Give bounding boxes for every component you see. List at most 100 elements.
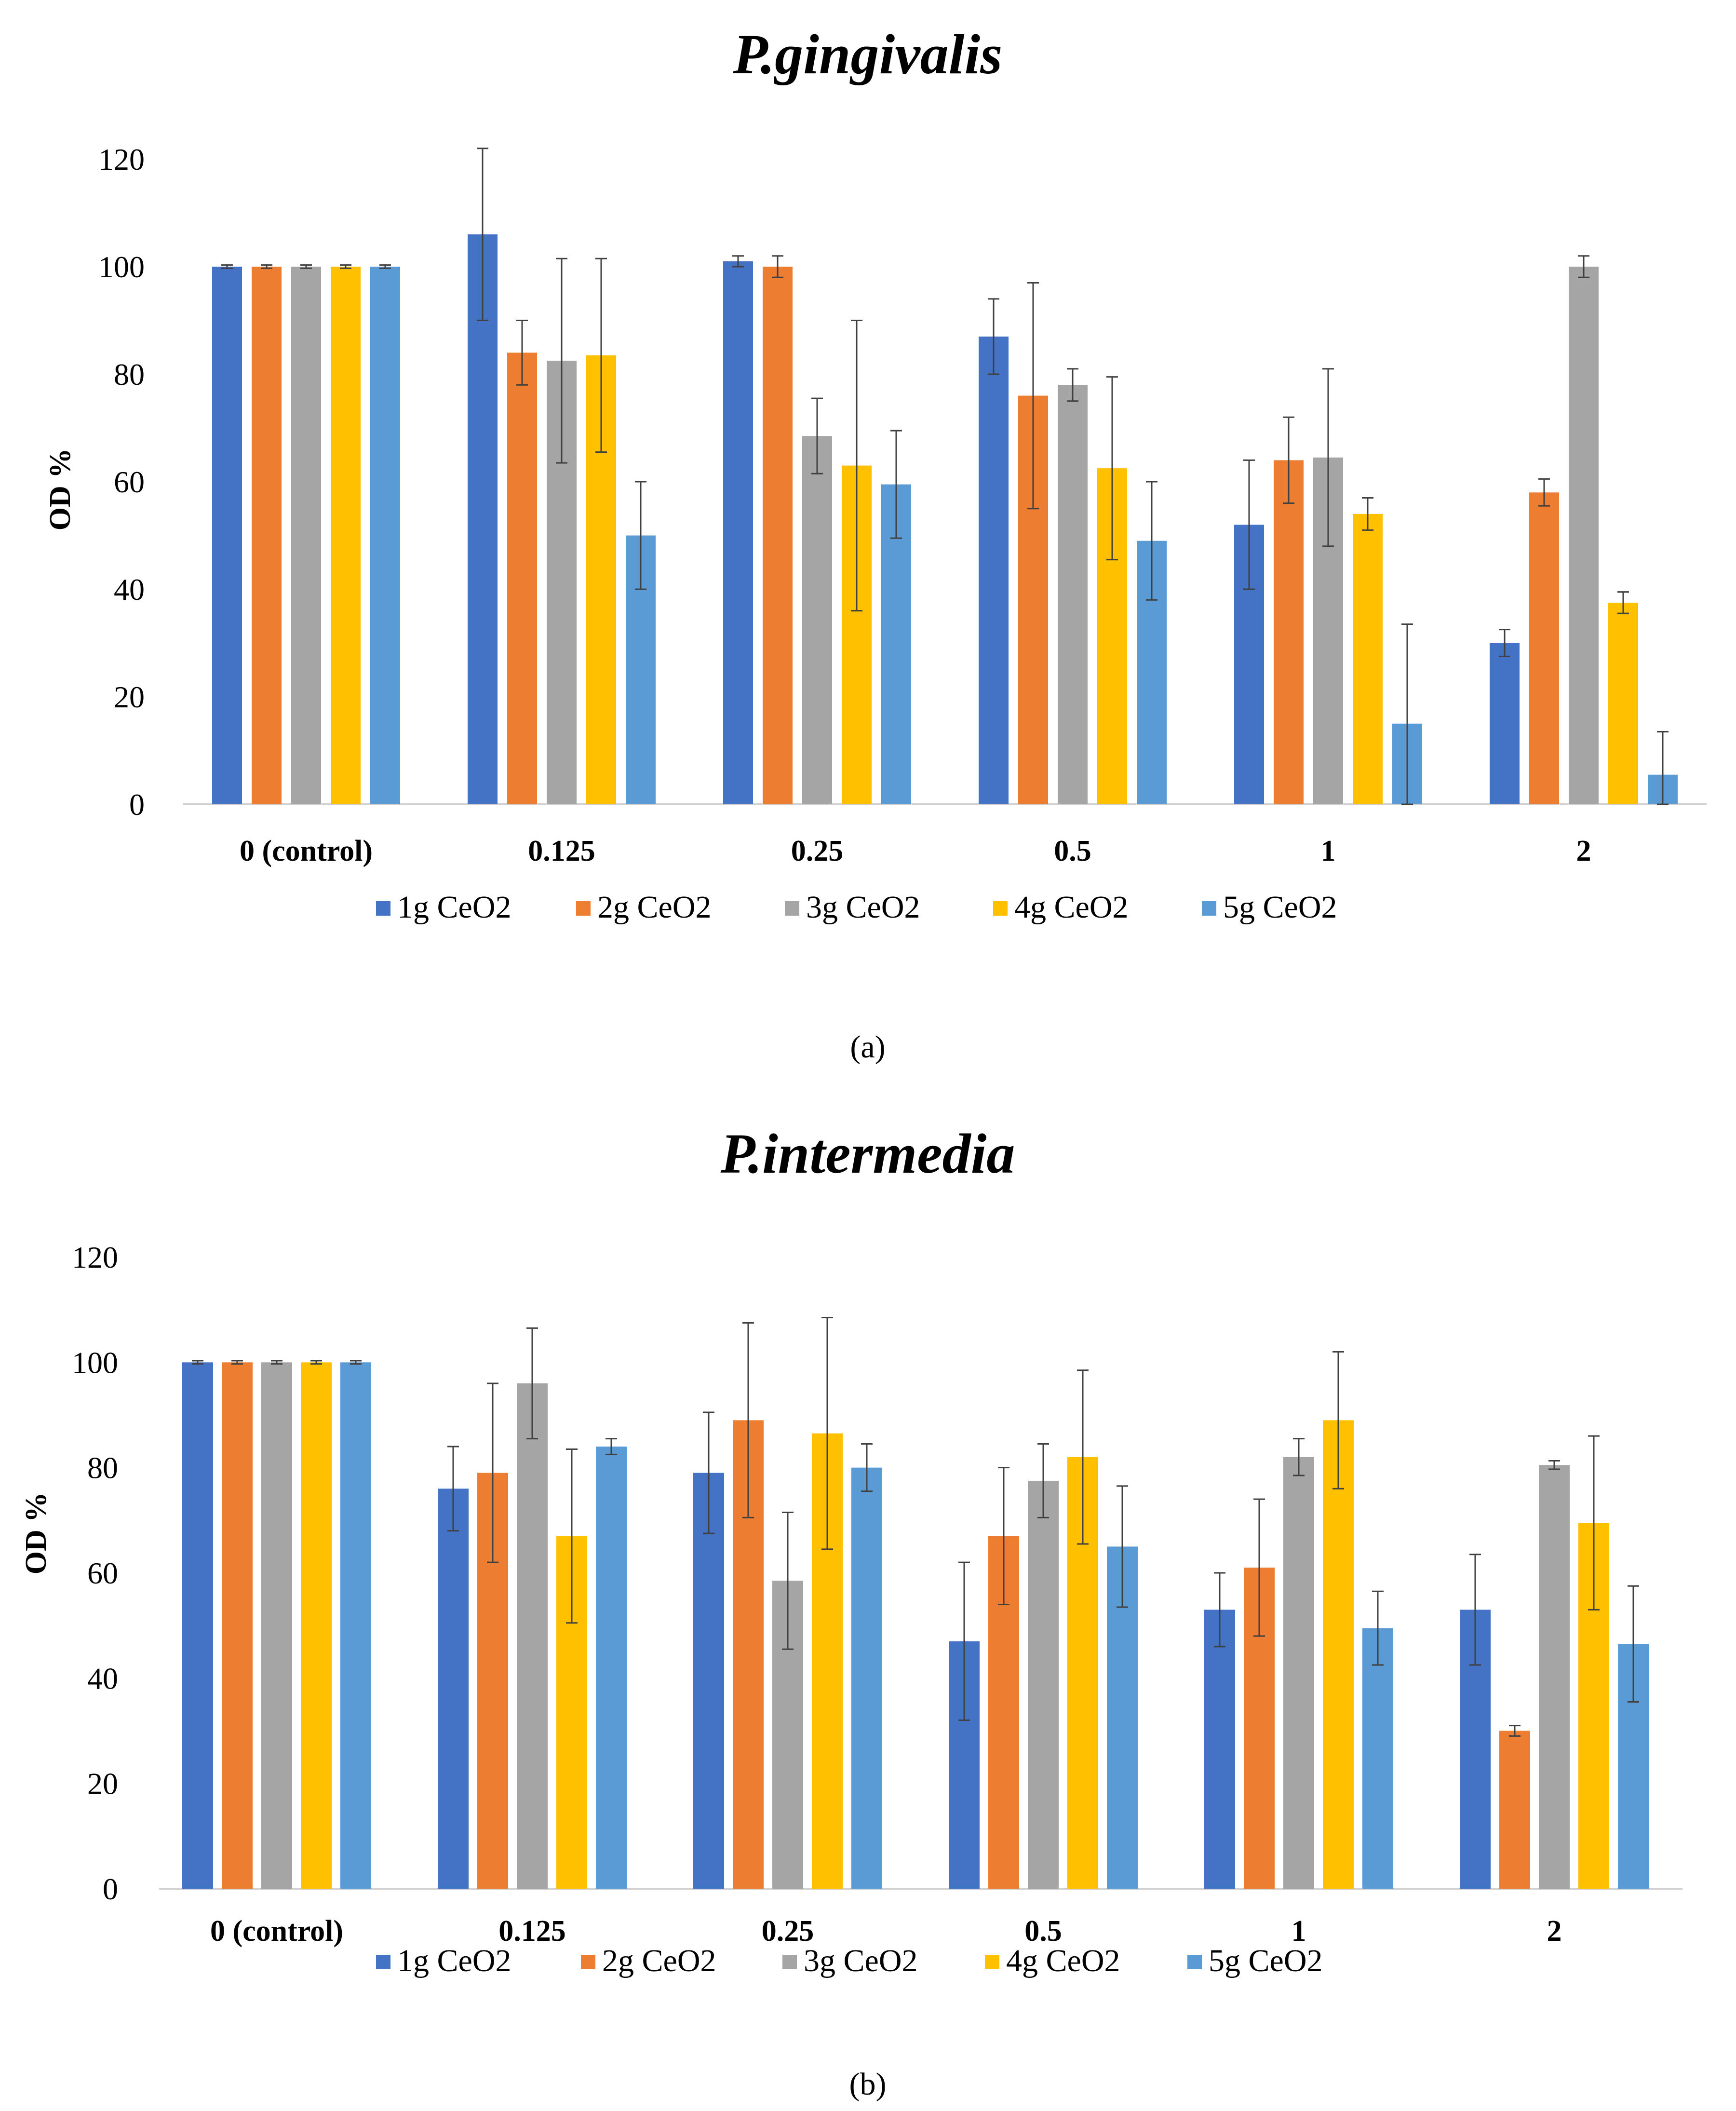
legend-label: 4g CeO2 xyxy=(1014,890,1128,925)
y-tick-label: 0 xyxy=(103,1872,118,1906)
x-tick-label: 1 xyxy=(1321,835,1336,867)
x-tick-label: 0 (control) xyxy=(210,1915,343,1948)
bar xyxy=(1283,1457,1314,1889)
error-bar xyxy=(1322,368,1334,547)
error-bar xyxy=(1067,368,1078,402)
x-tick-label: 0.25 xyxy=(791,835,844,867)
bar xyxy=(1323,1420,1354,1889)
y-tick-label: 20 xyxy=(87,1767,118,1801)
legend-label: 2g CeO2 xyxy=(597,890,711,925)
error-bar xyxy=(1146,481,1157,601)
error-bar xyxy=(231,1360,243,1365)
error-bar xyxy=(742,1322,754,1518)
legend-swatch xyxy=(581,1955,595,1969)
legend-label: 5g CeO2 xyxy=(1209,1943,1322,1978)
error-bar xyxy=(340,264,351,269)
error-bar xyxy=(1372,1590,1384,1666)
legend-label: 2g CeO2 xyxy=(602,1943,716,1978)
chart-panel-b: P.intermedia OD % 0 20 40 60 80 100 120 0 (con… xyxy=(20,1122,1682,2102)
error-bar xyxy=(1499,629,1510,657)
error-bar xyxy=(1106,376,1118,561)
error-bar xyxy=(1548,1460,1560,1470)
legend-swatch xyxy=(985,1955,999,1969)
legend-swatch xyxy=(376,1955,390,1969)
x-tick-label: 1 xyxy=(1292,1915,1306,1948)
legend-label: 5g CeO2 xyxy=(1223,890,1337,925)
bar xyxy=(763,267,793,804)
y-tick-label: 40 xyxy=(114,572,145,607)
bar xyxy=(1539,1465,1570,1889)
chart-title: P.gingivalis xyxy=(733,23,1002,86)
legend-label: 1g CeO2 xyxy=(397,890,511,925)
error-bar xyxy=(1243,459,1255,590)
bar xyxy=(301,1362,332,1889)
error-bar xyxy=(1617,591,1629,614)
error-bar xyxy=(477,148,488,321)
x-tick-label: 0.5 xyxy=(1054,835,1091,867)
error-bar xyxy=(811,397,823,474)
error-bar xyxy=(516,320,528,386)
error-bar xyxy=(271,1360,283,1365)
error-bar xyxy=(821,1317,833,1550)
legend-swatch xyxy=(1202,901,1216,916)
bar xyxy=(1028,1480,1059,1889)
x-tick-label: 0 (control) xyxy=(240,835,373,867)
bar xyxy=(507,352,537,804)
y-tick-label: 100 xyxy=(98,250,145,284)
bar xyxy=(517,1383,548,1889)
bar xyxy=(212,267,242,804)
y-axis-label: OD % xyxy=(20,1492,53,1575)
bar xyxy=(802,436,832,804)
panel-label: (b) xyxy=(849,2067,887,2102)
chart-title: P.intermedia xyxy=(720,1122,1015,1185)
bar xyxy=(723,261,753,804)
bar xyxy=(340,1362,371,1889)
legend-swatch xyxy=(785,901,799,916)
y-tick-labels: 0 20 40 60 80 100 120 xyxy=(72,1240,118,1906)
bar xyxy=(182,1362,213,1889)
legend: 1g CeO2 2g CeO2 3g CeO2 4g CeO2 5g CeO2 xyxy=(376,1943,1322,1978)
bar xyxy=(1362,1628,1393,1889)
legend-label: 3g CeO2 xyxy=(804,1943,917,1978)
bar xyxy=(222,1362,253,1889)
error-bar xyxy=(1469,1554,1481,1666)
bar xyxy=(370,267,400,804)
error-bar xyxy=(1214,1572,1225,1648)
legend-label: 3g CeO2 xyxy=(806,890,920,925)
bar xyxy=(468,234,498,805)
bar xyxy=(1058,385,1088,804)
y-tick-label: 60 xyxy=(114,465,145,499)
legend: 1g CeO2 2g CeO2 3g CeO2 4g CeO2 5g CeO2 xyxy=(376,890,1337,925)
bar xyxy=(1353,514,1383,804)
error-bars xyxy=(192,1317,1639,1737)
x-tick-labels: 0 (control) 0.125 0.25 0.5 1 2 xyxy=(240,835,1591,867)
error-bar xyxy=(958,1561,970,1721)
y-tick-label: 20 xyxy=(114,680,145,714)
error-bar xyxy=(988,298,999,375)
x-tick-labels: 0 (control) 0.125 0.25 0.5 1 2 xyxy=(210,1915,1562,1948)
bar xyxy=(261,1362,292,1889)
error-bar xyxy=(1027,282,1039,510)
error-bar xyxy=(300,264,312,269)
error-bar xyxy=(379,264,391,269)
bar xyxy=(1529,492,1559,804)
error-bar xyxy=(1253,1498,1265,1637)
bar xyxy=(1608,602,1638,804)
error-bar xyxy=(1578,255,1589,278)
error-bar xyxy=(890,430,902,539)
bar-marks xyxy=(212,234,1678,805)
error-bar xyxy=(1401,623,1413,805)
x-tick-label: 0.5 xyxy=(1024,1915,1062,1948)
error-bar xyxy=(1509,1725,1521,1737)
bar xyxy=(1274,460,1304,804)
legend-swatch xyxy=(782,1955,797,1969)
y-axis-label: OD % xyxy=(44,448,77,531)
error-bar xyxy=(310,1360,322,1365)
error-bar xyxy=(606,1438,617,1455)
legend-swatch xyxy=(993,901,1008,916)
y-tick-labels: 0 20 40 60 80 100 120 xyxy=(98,142,145,822)
error-bar xyxy=(487,1382,498,1563)
error-bar xyxy=(1077,1369,1089,1545)
bar xyxy=(438,1489,469,1889)
